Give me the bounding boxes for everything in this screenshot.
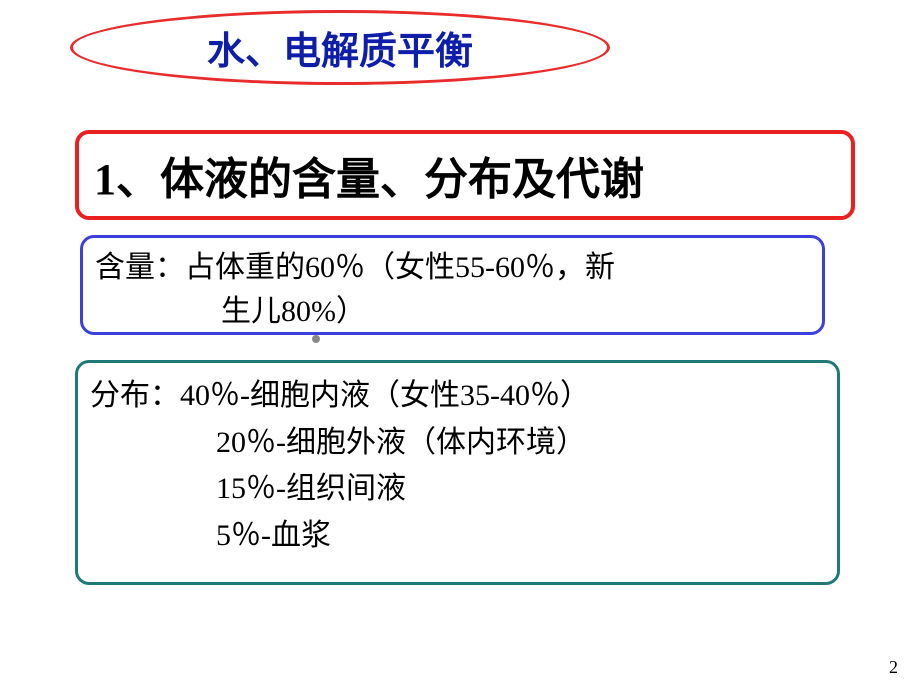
teal-line-4: 5％-血浆 (90, 513, 825, 560)
content-box-blue: 含量：占体重的60％（女性55-60％，新 生儿80%） (80, 235, 825, 335)
blue-line-1: 含量：占体重的60％（女性55-60％，新 (95, 251, 615, 284)
section-heading-text: 1、体液的含量、分布及代谢 (94, 143, 644, 207)
slide-dot-icon (312, 335, 320, 343)
teal-line-1: 分布：40％-细胞内液（女性35-40％） (90, 379, 590, 412)
blue-line-2: 生儿80%） (95, 290, 810, 334)
teal-line-2: 20％-细胞外液（体内环境） (90, 420, 825, 467)
page-number: 2 (889, 657, 898, 678)
section-heading-box: 1、体液的含量、分布及代谢 (75, 130, 855, 220)
title-text: 水、电解质平衡 (207, 20, 473, 75)
teal-line-3: 15％-组织间液 (90, 466, 825, 513)
title-ellipse: 水、电解质平衡 (70, 10, 610, 85)
content-box-teal: 分布：40％-细胞内液（女性35-40％） 20％-细胞外液（体内环境） 15％… (75, 360, 840, 585)
